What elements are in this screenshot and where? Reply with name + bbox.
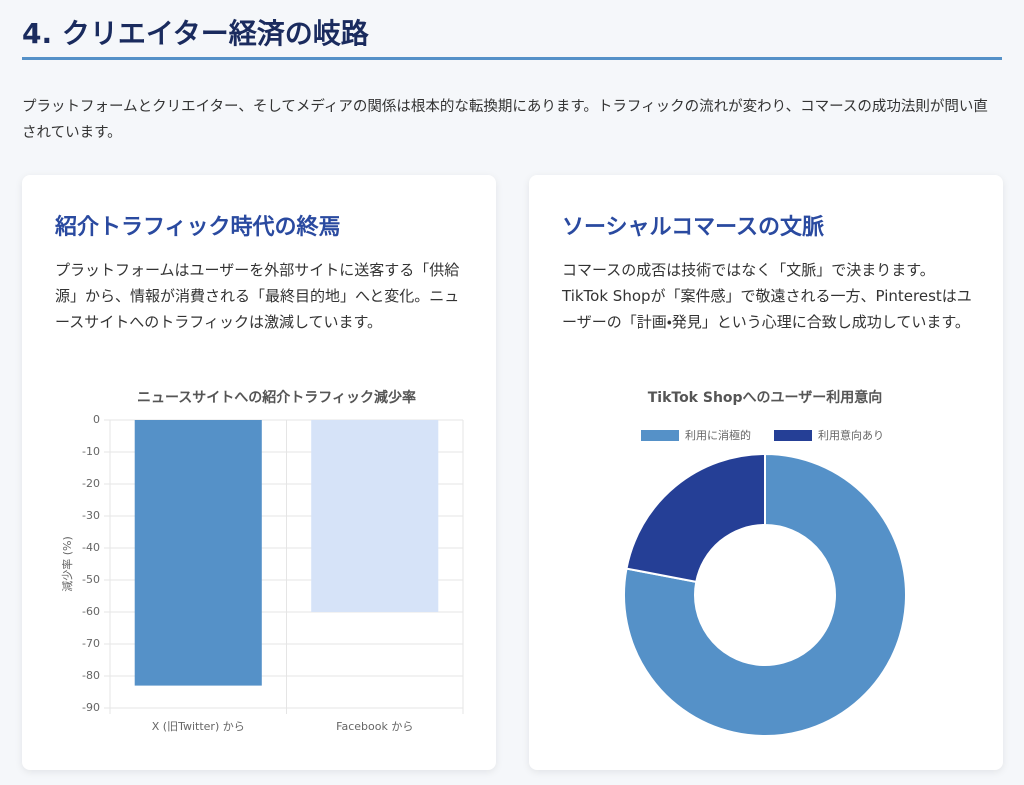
- y-tick-label: -70: [82, 637, 100, 650]
- section-title: 4. クリエイター経済の岐路: [22, 17, 369, 50]
- card-title: 紹介トラフィック時代の終焉: [55, 215, 341, 240]
- y-tick-label: -10: [82, 445, 100, 458]
- y-axis-label: 減少率 (%): [60, 536, 74, 592]
- card-text: プラットフォームはユーザーを外部サイトに送客する「供給源」から、情報が消費される…: [55, 261, 460, 331]
- legend-label: 利用に消極的: [685, 428, 751, 442]
- y-tick-label: 0: [93, 413, 100, 426]
- chart-title: ニュースサイトへの紹介トラフィック減少率: [137, 389, 416, 406]
- y-tick-label: -90: [82, 701, 100, 714]
- y-tick-label: -50: [82, 573, 100, 586]
- bar: [311, 420, 439, 612]
- y-tick-label: -60: [82, 605, 100, 618]
- card-text: コマースの成否は技術ではなく「文脈」で決まります。TikTok Shopが「案件…: [562, 261, 972, 331]
- donut-segment: [625, 452, 766, 584]
- y-tick-label: -40: [82, 541, 100, 554]
- x-tick-label: Facebook から: [336, 720, 413, 733]
- bar: [134, 420, 262, 686]
- legend-label: 利用意向あり: [818, 428, 884, 442]
- chart-title: TikTok Shopへのユーザー利用意向: [648, 389, 883, 406]
- legend-swatch: [774, 430, 812, 441]
- y-tick-label: -20: [82, 477, 100, 490]
- y-tick-label: -30: [82, 509, 100, 522]
- donut-segment: [623, 452, 907, 737]
- title-rule: [22, 57, 1002, 60]
- x-tick-label: X (旧Twitter) から: [152, 720, 245, 733]
- card-title: ソーシャルコマースの文脈: [562, 215, 825, 240]
- y-tick-label: -80: [82, 669, 100, 682]
- intro-text: プラットフォームとクリエイター、そしてメディアの関係は根本的な転換期にあります。…: [22, 99, 988, 141]
- legend-swatch: [641, 430, 679, 441]
